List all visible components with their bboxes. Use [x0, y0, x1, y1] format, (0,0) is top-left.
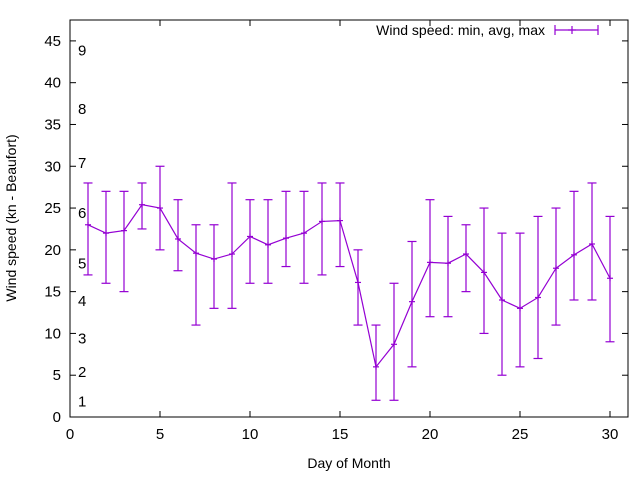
y-axis-title: Wind speed (kn - Beaufort) [3, 134, 19, 301]
beaufort-level-label: 2 [78, 364, 86, 381]
beaufort-level-label: 9 [78, 42, 86, 59]
average-markers [85, 201, 613, 370]
x-tick-label: 30 [602, 426, 619, 443]
x-tick-label: 0 [66, 426, 74, 443]
plot-frame [69, 19, 629, 418]
beaufort-level-label: 7 [78, 155, 86, 172]
y-tick-label: 0 [53, 409, 61, 426]
average-line [87, 204, 611, 369]
legend-label: Wind speed: min, avg, max [376, 22, 545, 38]
x-axis-ticks: 0 5 10 15 20 25 30 [66, 20, 619, 443]
x-tick-label: 20 [422, 426, 439, 443]
beaufort-scale-labels: 1 2 3 4 5 6 7 8 9 [78, 42, 86, 410]
x-tick-label: 10 [242, 426, 259, 443]
y-tick-label: 35 [44, 116, 61, 133]
y-tick-label: 20 [44, 242, 61, 259]
y-tick-label: 5 [53, 367, 61, 384]
error-bars-group [83, 165, 615, 401]
x-tick-label: 25 [512, 426, 529, 443]
beaufort-level-label: 8 [78, 101, 86, 118]
beaufort-level-label: 4 [78, 293, 86, 310]
y-tick-label: 40 [44, 75, 61, 92]
beaufort-level-label: 5 [78, 255, 86, 272]
x-axis-title: Day of Month [307, 455, 390, 471]
y-tick-label: 45 [44, 33, 61, 50]
y-tick-label: 15 [44, 284, 61, 301]
beaufort-level-label: 3 [78, 331, 86, 348]
x-tick-label: 5 [156, 426, 164, 443]
x-tick-label: 15 [332, 426, 349, 443]
y-tick-label: 30 [44, 158, 61, 175]
y-tick-label: 10 [44, 325, 61, 342]
beaufort-level-label: 1 [78, 393, 86, 410]
y-tick-label: 25 [44, 200, 61, 217]
beaufort-level-label: 6 [78, 205, 86, 222]
chart-legend: Wind speed: min, avg, max [376, 22, 599, 38]
legend-sample-icon [554, 25, 599, 35]
